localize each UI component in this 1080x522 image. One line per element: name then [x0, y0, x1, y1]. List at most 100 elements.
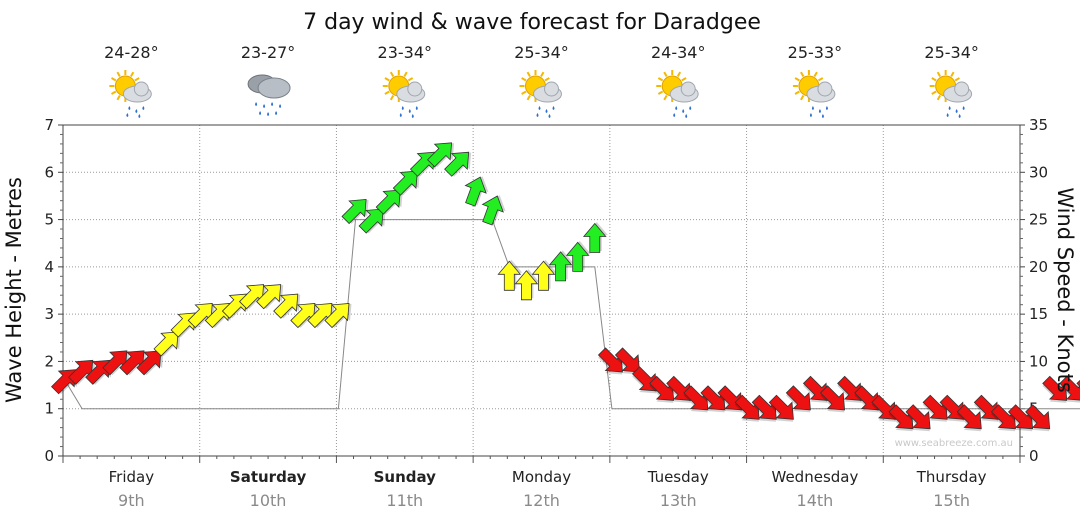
y-right-tick-label: 10 [1029, 352, 1048, 370]
day-label: Friday [109, 468, 155, 486]
date-label: 9th [118, 491, 145, 510]
wind-arrow [102, 350, 128, 376]
wind-arrow [922, 394, 948, 420]
wind-arrow [548, 251, 573, 282]
wind-arrow [531, 260, 556, 291]
day-label: Sunday [374, 468, 437, 486]
y-left-tick-label: 6 [44, 163, 54, 181]
y-right-tick-label: 35 [1029, 116, 1048, 134]
storm-rain-icon [247, 74, 291, 116]
y-left-tick-label: 2 [44, 352, 54, 370]
date-label: 12th [523, 491, 560, 510]
wind-arrow [785, 385, 811, 411]
day-label: Thursday [916, 468, 987, 486]
wind-arrow [392, 170, 418, 196]
day-label: Monday [512, 468, 571, 486]
sun-cloud-rain-icon [109, 70, 152, 118]
wind-arrow [582, 222, 607, 253]
temp-range: 25-33° [788, 43, 843, 62]
data-series [50, 142, 1080, 432]
wind-arrow [68, 359, 94, 385]
y-right-tick-label: 15 [1029, 305, 1048, 323]
y-left-tick-label: 5 [44, 211, 54, 229]
y-left-tick-label: 1 [44, 400, 54, 418]
wind-arrow [565, 241, 590, 272]
date-label: 15th [933, 491, 970, 510]
date-label: 13th [660, 491, 697, 510]
date-label: 10th [250, 491, 287, 510]
wind-arrow [990, 404, 1016, 430]
y-left-tick-label: 3 [44, 305, 54, 323]
wind-arrow [464, 176, 487, 207]
temp-range: 23-34° [378, 43, 433, 62]
y-left-tick-label: 0 [44, 447, 54, 465]
wind-arrow [905, 404, 931, 430]
y-left-tick-label: 4 [44, 258, 54, 276]
wind-arrow [324, 303, 350, 329]
wind-arrow [1076, 375, 1080, 401]
wind-arrow [854, 385, 880, 411]
wind-arrow [375, 189, 401, 215]
y-right-tick-label: 25 [1029, 211, 1048, 229]
wind-arrow [717, 385, 743, 411]
sun-cloud-rain-icon [519, 70, 562, 118]
day-labels: Friday 9th Saturday 10th Sunday 11th Monday 12t… [62, 456, 1021, 510]
wind-arrow [597, 347, 623, 373]
weather-row: 24-28° 23-27° 23-34° 25-34° 24-34° 25-33° 25-3… [104, 43, 979, 118]
wind-arrow [1007, 404, 1034, 430]
wind-arrow [358, 208, 384, 234]
wind-arrow [751, 394, 777, 420]
wind-arrow [700, 385, 726, 411]
date-label: 11th [386, 491, 423, 510]
chart-title: 7 day wind & wave forecast for Daradgee [303, 10, 761, 35]
temp-range: 24-28° [104, 43, 159, 62]
watermark: www.seabreeze.com.au [895, 438, 1013, 449]
wind-arrow [481, 195, 504, 226]
temp-range: 25-34° [514, 43, 569, 62]
left-axis-ticks: 0 1 2 3 4 5 6 7 [44, 116, 63, 465]
date-label: 14th [797, 491, 834, 510]
wind-arrow [1042, 375, 1068, 401]
y-axis-right-title: Wind Speed - Knots [1053, 187, 1077, 392]
wind-arrow [136, 350, 162, 376]
wind-arrow [956, 404, 982, 430]
wind-arrow [153, 331, 179, 357]
wind-arrow [273, 293, 299, 319]
wind-arrow [819, 385, 846, 411]
wind-arrow [683, 385, 709, 411]
wind-arrow [768, 394, 794, 420]
temp-range: 25-34° [924, 43, 979, 62]
wind-arrow [1059, 375, 1080, 401]
wind-arrow [187, 303, 213, 329]
wind-arrow [888, 404, 914, 430]
day-label: Tuesday [647, 468, 709, 486]
wave-height-line [64, 219, 1080, 410]
wind-arrow [514, 270, 539, 301]
wind-arrow [256, 284, 282, 310]
wind-arrow [734, 394, 760, 420]
wind-arrow [444, 151, 470, 177]
day-label: Wednesday [772, 468, 859, 486]
temp-range: 24-34° [651, 43, 706, 62]
y-right-tick-label: 30 [1029, 163, 1048, 181]
y-left-tick-label: 7 [44, 116, 54, 134]
sun-cloud-rain-icon [656, 70, 699, 118]
wind-arrow [307, 303, 333, 329]
y-right-tick-label: 20 [1029, 258, 1048, 276]
wind-arrow [290, 303, 316, 329]
sun-cloud-rain-icon [382, 70, 426, 118]
wind-arrow [649, 375, 675, 401]
wind-arrow [119, 350, 145, 376]
temp-range: 23-27° [241, 43, 296, 62]
wind-arrow [426, 142, 453, 168]
sun-cloud-rain-icon [929, 70, 973, 118]
day-label: Saturday [230, 468, 307, 486]
wind-arrow [341, 199, 367, 225]
sun-cloud-rain-icon [792, 70, 836, 118]
y-right-tick-label: 0 [1029, 447, 1039, 465]
y-axis-left-title: Wave Height - Metres [2, 177, 26, 403]
wind-arrow [497, 260, 522, 291]
wind-arrow [614, 347, 640, 373]
wind-arrow [238, 284, 265, 310]
